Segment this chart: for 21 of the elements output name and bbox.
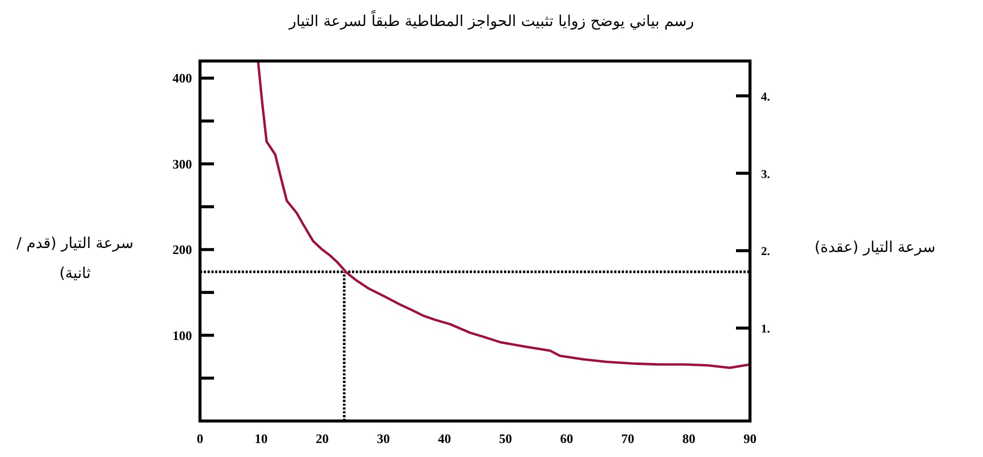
y2-tick-label: 4. [761, 89, 770, 104]
x-tick-label: 80 [682, 431, 696, 446]
y-tick-label: 300 [172, 156, 192, 172]
y2-tick-label: 2. [761, 244, 770, 258]
x-tick-label: 10 [254, 431, 268, 446]
y2-tick-label: 1. [761, 322, 770, 336]
x-tick-label: 50 [499, 431, 512, 446]
x-tick-label: 30 [376, 431, 390, 446]
x-tick-label: 40 [438, 431, 451, 446]
y-axis-title: سرعة التيار (قدم / ثانية) [16, 233, 134, 284]
y-tick-label: 100 [172, 328, 192, 343]
x-tick-label: 90 [744, 431, 756, 446]
x-tick-label: 20 [316, 431, 329, 446]
x-tick-label: 60 [560, 431, 574, 446]
y2-tick-label: 3. [761, 166, 770, 181]
x-tick-label: 0 [196, 431, 204, 446]
y-tick-label: 400 [172, 70, 192, 86]
y2-axis-title: سرعة التيار (عقدة) [814, 238, 936, 256]
y-tick-label: 200 [172, 242, 192, 258]
x-tick-label: 70 [621, 431, 634, 446]
chart-title: رسم بياني يوضح زوايا تثبيت الحواجز المطاطية طبقاً لسرعة التيار [287, 12, 695, 30]
